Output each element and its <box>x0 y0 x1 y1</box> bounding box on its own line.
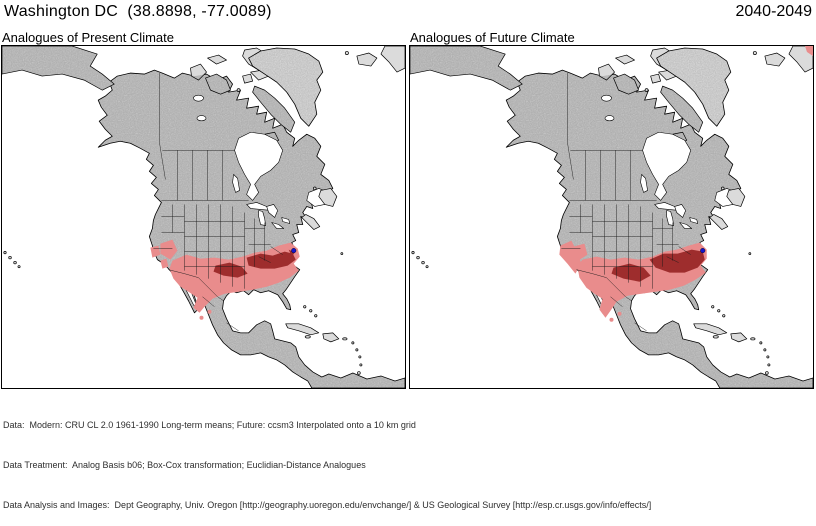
city-name: Washington DC <box>4 3 119 20</box>
data-credits: Data: Modern: CRU CL 2.0 1961-1990 Long-… <box>3 392 651 526</box>
period-label: 2040-2049 <box>735 3 812 20</box>
figure-title: Washington DC (38.8898, -77.0089) <box>4 3 272 21</box>
climate-analogues-figure: { "header": { "title": "Washington DC", … <box>1 3 814 511</box>
credit-line-1: Data: Modern: CRU CL 2.0 1961-1990 Long-… <box>3 419 416 430</box>
present-analogue-region-high <box>213 249 296 278</box>
present-climate-map <box>1 45 406 389</box>
credit-line-3: Data Analysis and Images: Dept Geography… <box>3 500 652 511</box>
present-panel-label: Analogues of Present Climate <box>2 30 174 45</box>
present-map-svg <box>2 46 405 388</box>
future-climate-map <box>409 45 814 389</box>
future-map-svg <box>410 46 813 388</box>
city-coordinates: (38.8898, -77.0089) <box>127 3 272 20</box>
future-panel-label: Analogues of Future Climate <box>410 30 575 45</box>
credit-line-2: Data Treatment: Analog Basis b06; Box-Co… <box>3 460 366 471</box>
target-location-marker <box>700 248 706 254</box>
target-location-marker <box>291 248 297 254</box>
future-analogue-region-high <box>611 249 705 282</box>
